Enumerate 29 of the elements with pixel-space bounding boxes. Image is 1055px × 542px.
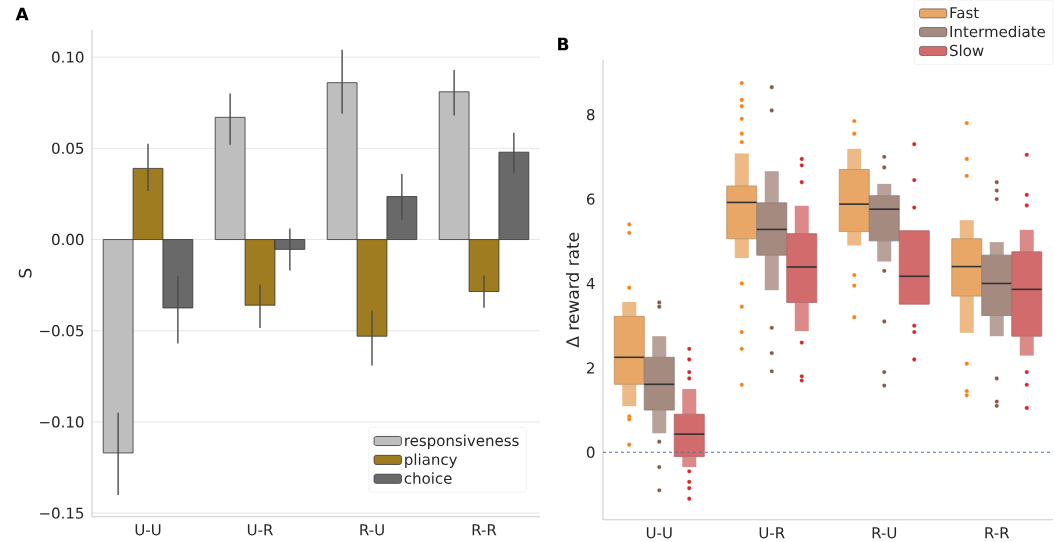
y-axis-title: Δ reward rate — [565, 232, 580, 348]
y-tick-label: 0 — [586, 446, 595, 459]
y-tick-label: −0.15 — [40, 507, 84, 519]
y-tick-label: 2 — [587, 362, 594, 374]
x-tick-label: U-U — [135, 524, 161, 536]
y-tick-label: 0.10 — [52, 51, 84, 63]
y-tick-label: 0.05 — [52, 142, 84, 155]
legend-label: Fast — [950, 7, 979, 19]
y-axis-title: S — [18, 268, 32, 278]
x-tick-label: R-R — [985, 527, 1010, 539]
x-tick-label: U-U — [646, 527, 672, 539]
y-tick-label: −0.10 — [40, 416, 84, 428]
legend-label: choice — [404, 472, 452, 485]
y-tick-label: 4 — [586, 278, 595, 290]
x-tick-label: U-R — [247, 524, 273, 536]
chart-title: A — [15, 7, 29, 21]
y-tick-label: 8 — [586, 109, 595, 121]
legend-label: pliancy — [405, 453, 458, 469]
x-tick-label: R-U — [872, 527, 897, 539]
x-tick-label: U-R — [759, 527, 785, 539]
y-tick-label: 6 — [586, 193, 595, 205]
chart-title: B — [558, 37, 569, 51]
legend-label: Intermediate — [950, 25, 1046, 38]
x-tick-label: R-R — [472, 524, 497, 536]
y-tick-label: −0.05 — [40, 325, 84, 337]
legend-label: responsiveness — [405, 434, 519, 450]
x-tick-label: R-U — [360, 524, 384, 536]
y-tick-label: 0.00 — [52, 233, 84, 246]
legend-label: Slow — [950, 44, 984, 57]
